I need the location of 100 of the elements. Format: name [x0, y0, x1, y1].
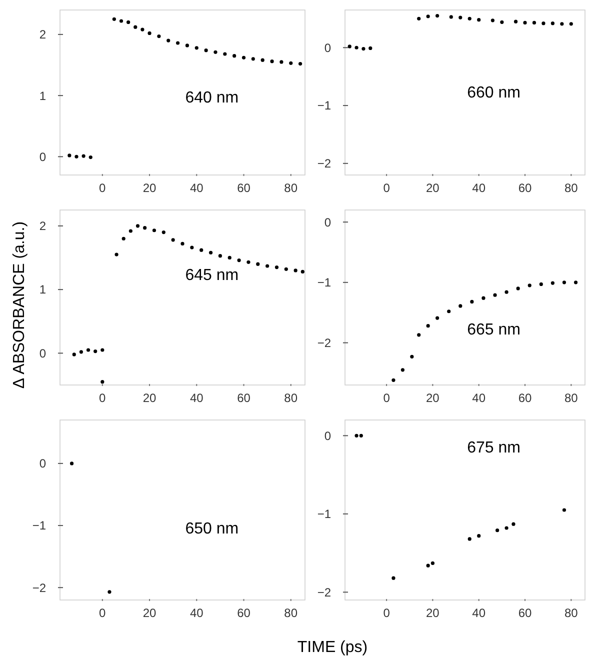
point	[504, 526, 508, 530]
point	[516, 286, 520, 290]
point	[359, 434, 363, 438]
y-tick-label: −2	[317, 336, 332, 350]
point	[162, 230, 166, 234]
point	[458, 16, 462, 20]
point	[539, 282, 543, 286]
x-axis-title: TIME (ps)	[297, 639, 368, 656]
point	[214, 50, 218, 54]
point	[468, 537, 472, 541]
x-tick-label: 80	[564, 391, 578, 405]
point	[300, 270, 304, 274]
point	[417, 16, 421, 20]
x-tick-label: 20	[142, 391, 157, 405]
point	[426, 564, 430, 568]
text: 645 nm	[185, 267, 239, 284]
x-tick-label: 60	[518, 606, 532, 620]
point	[528, 284, 532, 288]
point	[218, 254, 222, 258]
point	[294, 268, 298, 272]
y-tick-label: 2	[39, 219, 46, 234]
point	[470, 300, 474, 304]
point	[143, 226, 147, 230]
point	[298, 62, 302, 66]
x-tick-label: 40	[190, 181, 204, 195]
point	[354, 434, 358, 438]
point	[514, 20, 518, 24]
point	[208, 250, 213, 254]
point	[289, 61, 293, 65]
point	[542, 22, 546, 26]
point	[569, 22, 573, 26]
point	[114, 252, 118, 256]
point	[148, 31, 152, 36]
point	[232, 54, 236, 58]
point	[458, 304, 462, 308]
point	[449, 15, 453, 19]
point	[204, 48, 208, 52]
point	[496, 528, 500, 532]
point	[490, 18, 494, 22]
point	[482, 296, 486, 300]
x-tick-label: 0	[383, 181, 390, 195]
point	[237, 258, 241, 262]
x-tick-label: 80	[284, 181, 298, 195]
point	[166, 38, 170, 42]
text: 660 nm	[467, 84, 520, 102]
point	[562, 508, 566, 512]
x-tick-label: 60	[237, 391, 251, 405]
y-tick-label: 1	[39, 282, 46, 297]
point	[562, 280, 566, 284]
point	[256, 262, 260, 266]
point	[94, 349, 98, 354]
point	[180, 242, 184, 246]
point	[447, 310, 451, 314]
y-tick-label: 0	[324, 40, 332, 55]
x-tick-label: 40	[472, 391, 486, 405]
point	[284, 267, 288, 271]
x-tick-label: 40	[472, 606, 486, 620]
point	[400, 368, 404, 372]
y-tick-label: 0	[39, 150, 46, 164]
y-tick-label: −2	[317, 156, 332, 171]
y-tick-label: −1	[317, 98, 332, 113]
point	[74, 154, 78, 158]
point	[185, 44, 190, 48]
point	[436, 14, 440, 18]
x-tick-label: 20	[426, 391, 440, 405]
x-tick-label: 80	[284, 391, 298, 405]
x-tick-label: 20	[426, 181, 440, 195]
x-tick-label: 0	[383, 606, 390, 620]
point	[157, 34, 161, 38]
point	[88, 155, 92, 160]
point	[270, 60, 274, 64]
text: 665 nm	[467, 321, 520, 338]
point	[430, 561, 434, 566]
x-tick-label: 60	[518, 391, 532, 405]
point	[410, 354, 414, 358]
point	[228, 256, 232, 260]
point	[550, 281, 554, 285]
x-tick-label: 0	[99, 391, 106, 405]
point	[200, 248, 204, 252]
x-tick-label: 60	[237, 606, 251, 620]
text: 650 nm	[185, 520, 239, 538]
point	[136, 224, 140, 228]
y-tick-label: −1	[317, 507, 332, 522]
point	[477, 534, 481, 538]
x-tick-label: 0	[383, 391, 390, 405]
x-tick-label: 60	[518, 181, 532, 195]
point	[574, 280, 578, 284]
y-tick-label: −2	[317, 585, 332, 600]
y-tick-label: 1	[39, 88, 46, 103]
point	[119, 19, 124, 23]
y-tick-label: −1	[32, 518, 46, 533]
y-axis-title: Δ ABSORBANCE (a.u.)	[11, 221, 28, 389]
point	[477, 18, 481, 22]
y-tick-label: 0	[324, 215, 332, 230]
point	[176, 41, 180, 45]
x-tick-label: 20	[142, 181, 157, 195]
point	[134, 25, 138, 29]
y-tick-label: −1	[317, 276, 332, 290]
point	[500, 20, 504, 24]
point	[368, 46, 372, 50]
